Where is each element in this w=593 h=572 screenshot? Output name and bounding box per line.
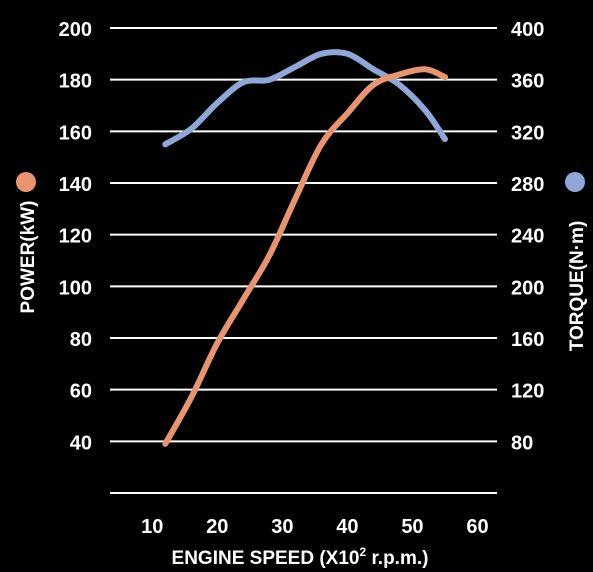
y-axis-left-title: POWER(kW) [18,201,39,314]
y-right-tick-label: 160 [511,329,544,351]
torque-curve [162,49,448,148]
y-left-tick-label: 180 [59,71,92,93]
y-left-tick-label: 120 [59,226,92,248]
y-left-tick-label: 200 [59,19,92,41]
x-tick-label: 40 [336,516,358,538]
x-axis-title-main: ENGINE SPEED (X10 [172,548,360,569]
power-series-marker [16,172,36,192]
y-left-tick-label: 160 [59,122,92,144]
x-tick-label: 20 [206,516,228,538]
x-axis-title-tail: r.p.m.) [366,548,428,569]
power-curve [162,66,448,447]
y-left-tick-label: 40 [70,432,92,454]
x-axis-title: ENGINE SPEED (X102 r.p.m.) [172,545,429,569]
y-axis-right-title: TORQUE(N·m) [567,221,588,352]
x-tick-label: 50 [401,516,423,538]
y-right-tick-label: 360 [511,71,544,93]
x-tick-label: 30 [271,516,293,538]
tick-layer: 40 60 80 100 120 140 160 180 200 80 120 160 200 240 28… [59,19,545,538]
y-left-tick-label: 80 [70,329,92,351]
y-right-tick-label: 200 [511,277,544,299]
x-tick-label: 10 [141,516,163,538]
torque-series-marker [565,172,585,192]
y-right-tick-label: 320 [511,122,544,144]
y-right-tick-label: 280 [511,174,544,196]
x-tick-label: 60 [466,516,488,538]
y-right-tick-label: 240 [511,226,544,248]
y-left-tick-label: 140 [59,174,92,196]
grid-layer [110,27,497,494]
y-right-tick-label: 120 [511,381,544,403]
y-right-tick-label: 80 [511,432,533,454]
y-right-tick-label: 400 [511,19,544,41]
y-left-tick-label: 60 [70,381,92,403]
x-axis-title-superscript: 2 [359,545,366,559]
y-left-tick-label: 100 [59,277,92,299]
series-layer [162,49,448,447]
